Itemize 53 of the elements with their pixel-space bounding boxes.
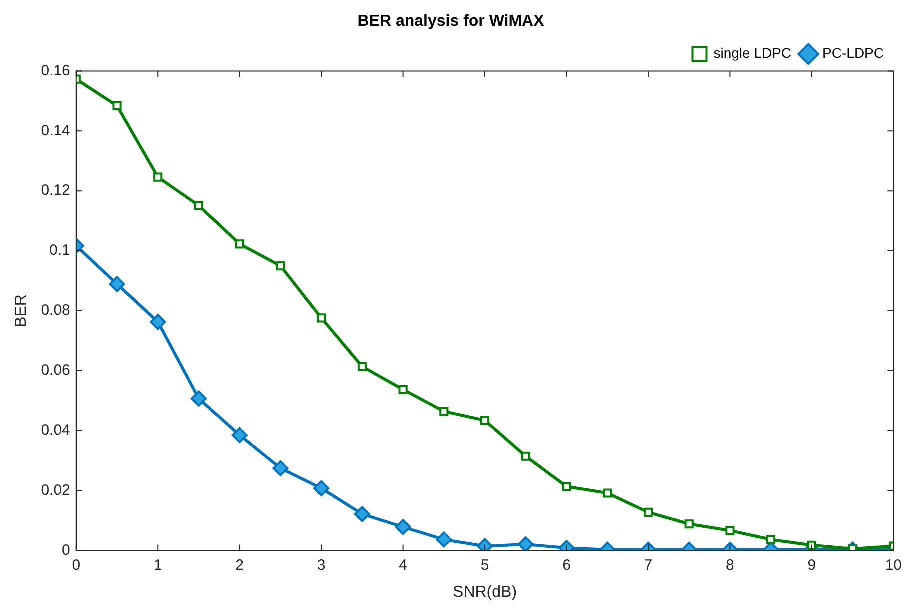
x-tick-label: 9: [808, 556, 816, 574]
point: [235, 240, 244, 249]
x-tick-label: 8: [726, 556, 734, 574]
y-tick-label: 0.04: [41, 422, 70, 440]
point: [436, 532, 452, 548]
point: [398, 385, 408, 394]
x-tick-label: 6: [562, 556, 571, 574]
y-tick-label: 0.12: [41, 182, 70, 200]
point: [276, 262, 286, 271]
point: [314, 480, 330, 496]
point: [232, 427, 248, 444]
point: [272, 460, 289, 476]
x-tick-label: 10: [885, 556, 902, 574]
y-tick-label: 0.08: [41, 302, 70, 320]
x-tick-label: 7: [644, 556, 653, 574]
chart-title: BER analysis for WiMAX: [358, 13, 545, 30]
point: [521, 452, 530, 461]
point: [317, 314, 326, 323]
point: [562, 482, 572, 492]
point: [766, 535, 776, 544]
y-axis-title: BER: [13, 294, 30, 328]
point: [190, 390, 207, 407]
point: [150, 314, 166, 330]
point: [480, 416, 490, 426]
y-tick-label: 0.16: [41, 62, 70, 80]
point: [644, 508, 654, 517]
x-tick-label: 2: [236, 556, 244, 574]
x-tick-label: 1: [154, 556, 162, 574]
x-axis-title: SNR(dB): [453, 584, 518, 601]
point: [358, 362, 367, 372]
point: [354, 506, 370, 522]
point: [112, 101, 122, 111]
y-tick-label: 0.1: [50, 242, 70, 260]
x-tick-label: 5: [480, 556, 490, 574]
y-tick-label: 0.02: [41, 482, 70, 499]
x-tick-label: 3: [317, 556, 326, 574]
point: [440, 407, 449, 416]
point: [807, 540, 816, 550]
y-tick-label: 0: [62, 542, 70, 559]
point: [684, 520, 694, 529]
point: [194, 201, 204, 210]
point: [395, 519, 412, 536]
x-tick-label: 4: [399, 556, 408, 574]
y-tick-label: 0.14: [41, 122, 70, 140]
legend-label: PC-LDPC: [822, 45, 884, 62]
point: [726, 526, 735, 536]
point: [848, 544, 858, 551]
legend-label: single LDPC: [714, 45, 792, 62]
point: [518, 536, 534, 551]
point: [109, 276, 126, 292]
point: [603, 488, 612, 498]
point: [154, 172, 163, 182]
y-tick-label: 0.06: [41, 362, 70, 380]
